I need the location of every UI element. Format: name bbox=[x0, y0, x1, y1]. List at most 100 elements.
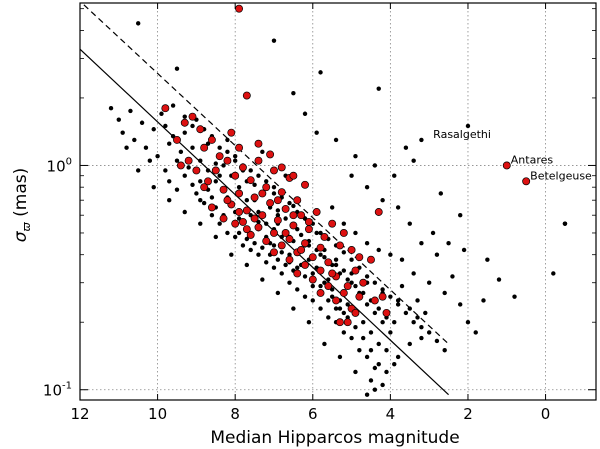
black-series bbox=[108, 21, 568, 397]
black-data-point bbox=[337, 354, 343, 360]
red-data-point bbox=[277, 188, 286, 197]
black-data-point bbox=[182, 130, 187, 135]
black-data-point bbox=[167, 141, 172, 146]
red-data-point bbox=[273, 196, 282, 205]
black-data-point bbox=[345, 302, 350, 307]
black-data-point bbox=[287, 280, 292, 285]
black-data-point bbox=[205, 168, 211, 173]
black-data-point bbox=[271, 38, 277, 43]
black-data-point bbox=[174, 158, 180, 163]
black-data-point bbox=[430, 230, 436, 236]
dashed-line bbox=[83, 4, 449, 345]
red-data-point bbox=[285, 235, 294, 243]
black-data-point bbox=[310, 298, 315, 303]
red-data-point bbox=[289, 171, 298, 180]
red-data-point bbox=[293, 196, 302, 205]
red-data-point bbox=[238, 163, 247, 172]
black-data-point bbox=[326, 277, 331, 282]
black-data-point bbox=[182, 209, 187, 215]
black-data-point bbox=[232, 153, 238, 159]
black-data-point bbox=[275, 257, 281, 262]
black-data-point bbox=[182, 173, 187, 178]
red-data-point bbox=[374, 208, 383, 216]
black-data-point bbox=[376, 361, 381, 367]
black-data-point bbox=[217, 173, 222, 178]
black-data-point bbox=[353, 283, 358, 289]
fit-lines bbox=[79, 4, 449, 396]
black-data-point bbox=[244, 197, 250, 203]
black-data-point bbox=[167, 179, 172, 184]
black-data-point bbox=[349, 173, 354, 178]
black-data-point bbox=[395, 298, 401, 303]
black-data-point bbox=[318, 252, 323, 257]
red-data-point bbox=[161, 104, 170, 113]
black-data-point bbox=[353, 369, 358, 375]
red-data-point bbox=[339, 229, 348, 237]
black-data-point bbox=[399, 283, 405, 289]
red-data-point bbox=[204, 177, 212, 186]
black-data-point bbox=[318, 306, 323, 311]
black-data-point bbox=[170, 103, 176, 108]
black-data-point bbox=[291, 90, 296, 96]
black-data-point bbox=[364, 274, 370, 279]
red-data-point bbox=[266, 150, 275, 159]
black-data-point bbox=[372, 163, 378, 168]
black-data-point bbox=[442, 348, 447, 353]
black-data-point bbox=[419, 241, 424, 246]
red-data-point bbox=[211, 166, 220, 175]
black-data-point bbox=[174, 66, 180, 71]
black-data-point bbox=[407, 221, 412, 226]
red-data-point bbox=[351, 266, 360, 275]
red-data-point bbox=[254, 223, 263, 232]
black-data-point bbox=[279, 250, 284, 255]
black-data-point bbox=[341, 330, 347, 335]
black-data-point bbox=[295, 265, 300, 270]
black-data-point bbox=[372, 387, 378, 392]
black-data-point bbox=[326, 315, 331, 320]
red-data-point bbox=[266, 199, 275, 207]
black-data-point bbox=[190, 182, 195, 187]
red-data-point bbox=[281, 204, 290, 213]
red-data-point bbox=[382, 308, 391, 317]
red-data-point bbox=[219, 214, 228, 223]
black-data-point bbox=[426, 330, 432, 335]
red-data-point bbox=[359, 278, 368, 287]
black-data-point bbox=[124, 145, 129, 150]
black-data-point bbox=[271, 265, 277, 270]
annotation-label: Antares bbox=[511, 153, 554, 166]
black-data-point bbox=[264, 260, 269, 265]
black-data-point bbox=[190, 123, 195, 129]
y-tick-label: 100 bbox=[47, 156, 72, 175]
black-data-point bbox=[108, 105, 114, 111]
red-data-point bbox=[339, 289, 348, 297]
annotation-label: Betelgeuse bbox=[530, 169, 592, 182]
black-data-point bbox=[458, 302, 463, 307]
red-data-point bbox=[242, 225, 251, 234]
y-tick-label-exponent: 0 bbox=[66, 156, 72, 167]
red-data-point bbox=[328, 269, 337, 278]
red-data-point bbox=[304, 217, 313, 226]
data-points bbox=[108, 4, 568, 397]
black-data-point bbox=[376, 341, 381, 347]
red-data-point bbox=[270, 248, 278, 257]
black-data-point bbox=[132, 137, 137, 143]
y-axis-label: σϖ (mas) bbox=[11, 168, 33, 243]
black-data-point bbox=[213, 179, 218, 184]
black-data-point bbox=[372, 280, 378, 285]
black-data-point bbox=[236, 184, 242, 190]
black-data-point bbox=[194, 191, 199, 196]
red-data-point bbox=[258, 211, 267, 220]
black-data-point bbox=[318, 283, 323, 289]
red-data-point bbox=[254, 156, 263, 165]
black-data-point bbox=[151, 127, 156, 132]
black-data-point bbox=[271, 184, 277, 190]
black-data-point bbox=[411, 158, 416, 163]
red-data-point bbox=[200, 183, 209, 192]
black-data-point bbox=[419, 325, 424, 330]
black-data-point bbox=[244, 262, 250, 268]
red-data-point bbox=[270, 166, 278, 175]
black-data-point bbox=[485, 257, 490, 262]
red-data-point bbox=[355, 253, 364, 262]
red-data-point bbox=[173, 135, 181, 144]
black-data-point bbox=[232, 234, 238, 240]
